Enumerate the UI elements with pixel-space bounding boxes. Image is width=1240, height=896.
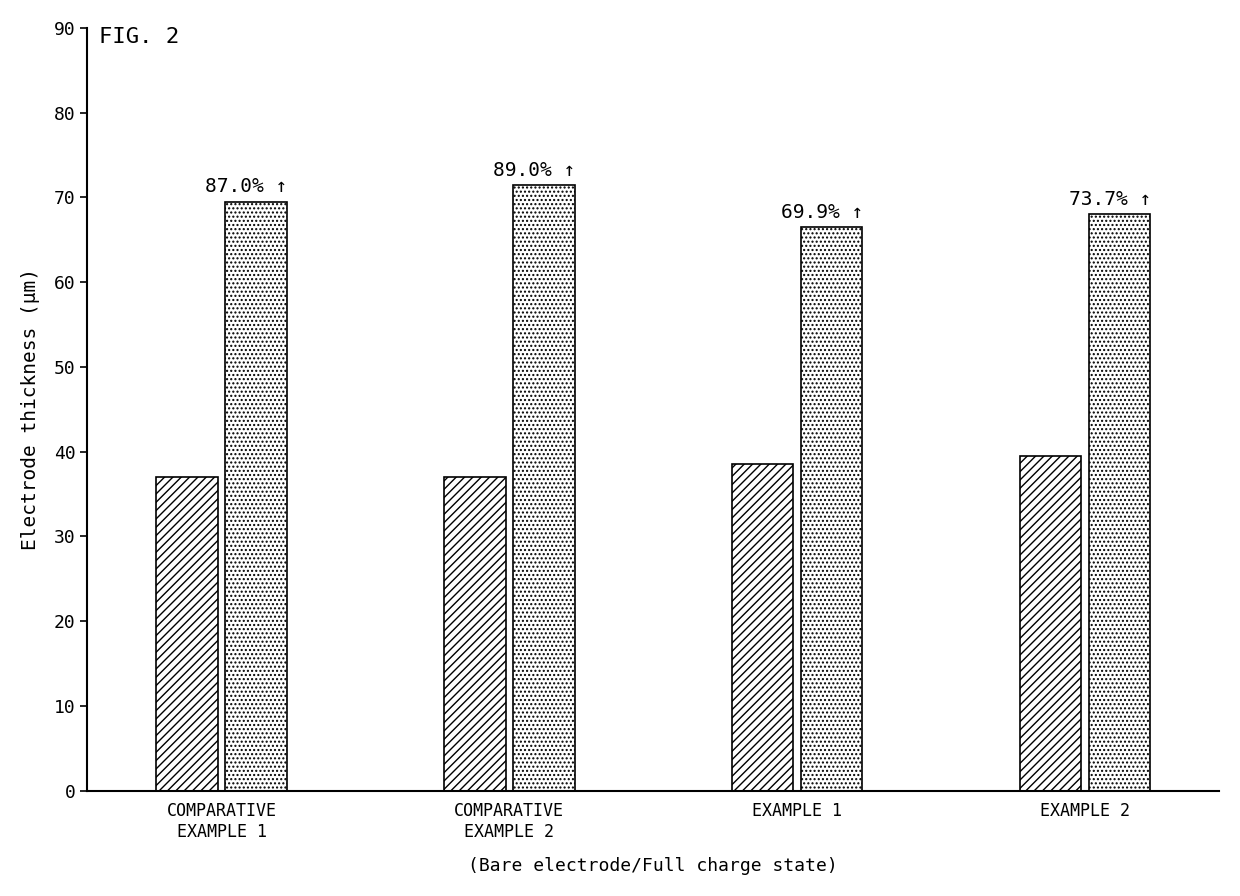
Bar [801,227,862,790]
Y-axis label: Electrode thickness (μm): Electrode thickness (μm) [21,268,40,550]
Bar [1089,214,1151,790]
Text: 87.0% ↑: 87.0% ↑ [206,177,288,196]
Text: FIG. 2: FIG. 2 [99,27,180,47]
Bar [513,185,574,790]
Bar [444,477,506,790]
Text: 73.7% ↑: 73.7% ↑ [1069,190,1151,209]
Bar [732,464,794,790]
Text: 89.0% ↑: 89.0% ↑ [494,160,575,179]
Bar [156,477,218,790]
X-axis label: (Bare electrode/Full charge state): (Bare electrode/Full charge state) [469,857,838,875]
Bar [1019,456,1081,790]
Text: 69.9% ↑: 69.9% ↑ [781,202,863,222]
Bar [226,202,286,790]
